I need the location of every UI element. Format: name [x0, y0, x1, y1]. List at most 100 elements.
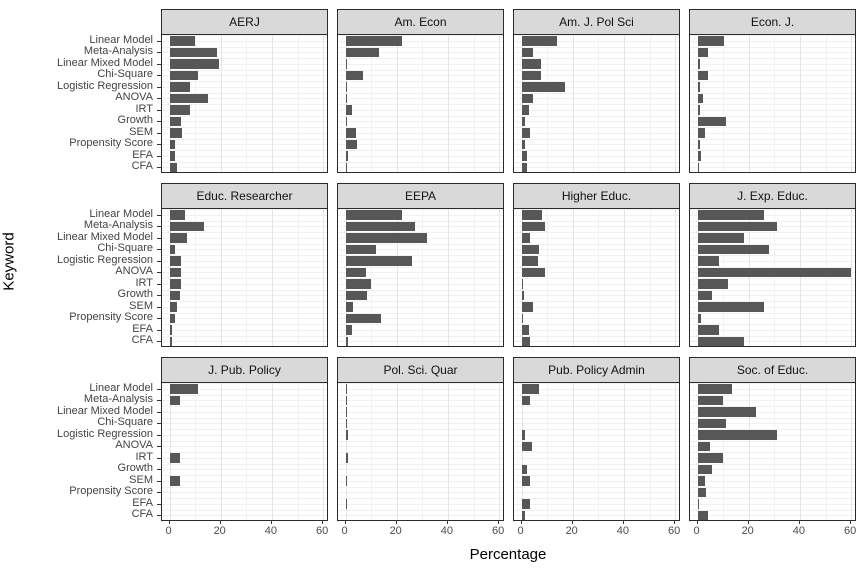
bar-sem: [169, 476, 180, 486]
gridline-horizontal: [690, 98, 855, 100]
y-tick-label: SEM: [129, 125, 153, 138]
bar-linear-model: [169, 210, 185, 220]
bar-efa: [521, 325, 530, 335]
y-tick-label: Linear Model: [89, 33, 153, 46]
gridline-horizontal: [690, 127, 855, 128]
bar-logistic-regression: [521, 430, 526, 440]
gridline-horizontal: [514, 446, 679, 448]
gridline-horizontal: [338, 417, 503, 419]
y-tick-mark: [157, 214, 161, 216]
gridline-horizontal: [338, 295, 503, 297]
y-tick-label: Linear Model: [89, 381, 153, 394]
gridline-horizontal: [690, 469, 855, 471]
gridline-horizontal: [162, 109, 327, 111]
bar-sem: [345, 302, 354, 312]
gridline-horizontal: [338, 40, 503, 42]
gridline-minor: [649, 209, 651, 346]
facet-panel-am-econ: Am. Econ: [337, 9, 504, 213]
gridline-horizontal: [514, 161, 679, 163]
facet-panel-j-pub-policy: J. Pub. Policy 0 20 40 60: [161, 357, 328, 561]
y-tick-label: Logistic Regression: [57, 253, 153, 266]
gridline-horizontal: [690, 161, 855, 163]
y-tick-mark: [157, 469, 161, 471]
gridline-major: [447, 35, 449, 172]
gridline-horizontal: [162, 255, 327, 256]
bar-linear-model: [345, 210, 402, 220]
bar-linear-model: [169, 384, 198, 394]
bar-efa: [521, 151, 527, 161]
gridline-horizontal: [514, 383, 679, 384]
gridline-horizontal: [338, 492, 503, 494]
gridline-horizontal: [162, 394, 327, 396]
gridline-major: [521, 383, 523, 520]
y-tick-mark: [157, 109, 161, 111]
bar-growth: [345, 290, 368, 300]
gridline-horizontal: [514, 226, 679, 228]
gridline-horizontal: [514, 278, 679, 279]
gridline-horizontal: [338, 283, 503, 285]
gridline-horizontal: [690, 81, 855, 82]
gridline-horizontal: [338, 115, 503, 117]
plot-area: [337, 34, 504, 173]
gridline-major: [572, 35, 574, 172]
x-tick-label: 20: [213, 525, 226, 537]
gridline-horizontal: [338, 249, 503, 251]
gridline-horizontal: [162, 46, 327, 48]
gridline-horizontal: [338, 220, 503, 222]
gridline-horizontal: [162, 295, 327, 297]
y-tick-mark: [157, 503, 161, 505]
gridline-horizontal: [162, 417, 327, 419]
y-tick-label: Propensity Score: [69, 311, 153, 324]
gridline-horizontal: [338, 127, 503, 128]
gridline-horizontal: [690, 40, 855, 42]
y-axis-labels: Linear Model Meta-Analysis Linear Mixed Mo…: [0, 183, 161, 347]
y-tick-mark: [157, 329, 161, 331]
gridline-horizontal: [690, 301, 855, 302]
gridline-major: [623, 383, 625, 520]
gridline-minor: [547, 35, 549, 172]
gridline-minor: [195, 209, 197, 346]
gridline-minor: [649, 383, 651, 520]
bar-irt: [697, 279, 729, 289]
gridline-horizontal: [514, 237, 679, 239]
gridline-horizontal: [690, 509, 855, 511]
facet-panel-pol-sci-quar: Pol. Sci. Quar 0 20 40 60: [337, 357, 504, 561]
facet-title: Econ. J.: [689, 9, 856, 35]
gridline-major: [675, 209, 677, 346]
gridline-horizontal: [690, 452, 855, 453]
gridline-horizontal: [514, 35, 679, 36]
gridline-horizontal: [514, 69, 679, 71]
gridline-horizontal: [690, 429, 855, 430]
gridline-horizontal: [514, 312, 679, 314]
bar-anova: [169, 267, 182, 277]
gridline-horizontal: [514, 486, 679, 488]
gridline-minor: [297, 383, 299, 520]
gridline-major: [521, 209, 523, 346]
bar-meta-analysis: [169, 221, 205, 231]
gridline-horizontal: [514, 423, 679, 425]
gridline-horizontal: [162, 463, 327, 465]
gridline-horizontal: [690, 86, 855, 88]
bar-propensity-score: [345, 139, 358, 149]
gridline-major: [521, 35, 523, 172]
bar-logistic-regression: [345, 430, 349, 440]
x-tick-mark: [674, 520, 676, 524]
gridline-horizontal: [338, 260, 503, 262]
plot-area: [513, 208, 680, 347]
gridline-horizontal: [514, 46, 679, 48]
bar-sem: [697, 476, 706, 486]
gridline-minor: [371, 35, 373, 172]
gridline-horizontal: [162, 260, 327, 262]
bar-chi-square: [169, 244, 175, 254]
x-tick-mark: [219, 520, 221, 524]
bar-irt: [345, 453, 349, 463]
gridline-horizontal: [690, 243, 855, 245]
x-tick-label: 0: [165, 525, 172, 537]
gridline-horizontal: [690, 475, 855, 476]
y-tick-mark: [157, 480, 161, 482]
gridline-horizontal: [338, 480, 503, 482]
gridline-horizontal: [690, 58, 855, 59]
gridline-horizontal: [514, 86, 679, 88]
facet-panel-j-exp-educ-: J. Exp. Educ.: [689, 183, 856, 387]
gridline-horizontal: [514, 260, 679, 262]
